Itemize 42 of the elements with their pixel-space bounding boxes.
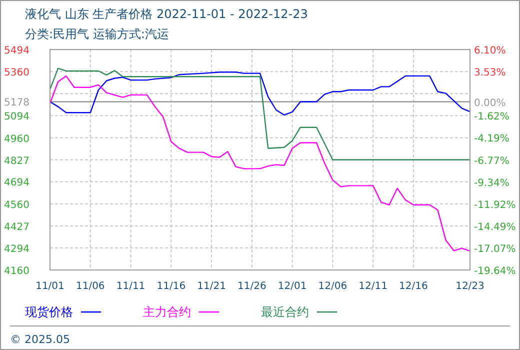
y2-tick-label: 3.53%	[474, 68, 506, 79]
y-tick-label: 4560	[4, 200, 30, 211]
x-tick-label: 11/06	[76, 281, 105, 292]
legend-label: 主力合约	[143, 305, 191, 319]
chart-title: 液化气 山东 生产者价格 2022-11-01 - 2022-12-23	[25, 7, 308, 21]
text: © 2025.05	[10, 333, 70, 346]
x-tick-label: 11/01	[36, 281, 64, 292]
y-tick-label: 4960	[4, 134, 30, 145]
y2-tick-label: 6.10%	[474, 46, 506, 56]
y-tick-label: 5494	[4, 46, 30, 56]
y-tick-label: 5094	[4, 112, 30, 123]
line-series	[49, 72, 471, 116]
y-tick-label: 4827	[4, 156, 30, 167]
x-tick-label: 11/26	[238, 281, 266, 292]
y-tick-label: 5360	[4, 68, 30, 79]
y-tick-label: 4294	[4, 244, 30, 255]
line-series	[49, 68, 471, 160]
x-tick-label: 12/06	[318, 281, 348, 292]
y2-tick-label: -19.64%	[474, 266, 516, 277]
x-tick-label: 11/16	[156, 281, 186, 292]
y2-tick-label: -9.34%	[474, 178, 510, 189]
y2-tick-label: -1.62%	[474, 112, 510, 123]
y2-tick-label: 0.00%	[474, 98, 506, 109]
x-tick-label: 12/01	[278, 281, 307, 292]
y2-tick-label: -11.92%	[474, 200, 516, 211]
ref-line-label: 5178	[4, 98, 30, 109]
line-series	[49, 75, 471, 252]
x-tick-label: 12/16	[399, 281, 428, 292]
x-tick-label: 12/23	[456, 281, 484, 292]
x-tick-label: 12/11	[358, 281, 388, 292]
legend-label: 现货价格	[25, 305, 73, 319]
y-tick-label: 4160	[4, 266, 30, 277]
y-tick-label: 4694	[4, 178, 30, 189]
x-tick-label: 11/11	[116, 281, 146, 292]
y2-tick-label: -6.77%	[474, 156, 510, 167]
y2-tick-label: -17.07%	[474, 244, 516, 255]
y2-tick-label: -14.49%	[474, 222, 516, 233]
x-tick-label: 11/21	[197, 281, 226, 292]
y-tick-label: 4427	[4, 222, 30, 233]
legend-label: 最近合约	[261, 305, 309, 319]
chart-subtitle: 分类:民用气 运输方式:汽运	[25, 27, 169, 41]
y2-tick-label: -4.19%	[474, 134, 510, 145]
